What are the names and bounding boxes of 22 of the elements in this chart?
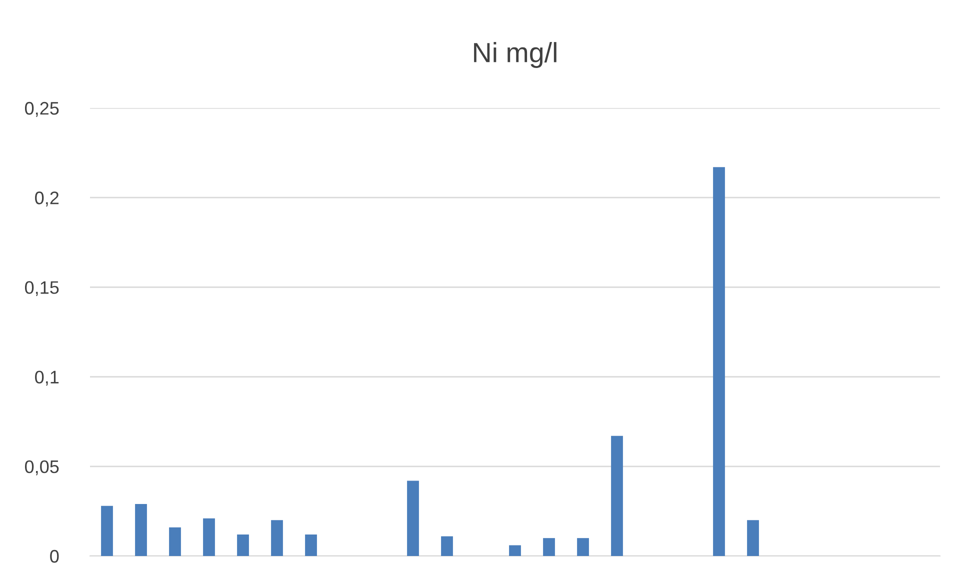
bar <box>747 520 759 556</box>
y-tick-label: 0,05 <box>25 460 59 476</box>
y-tick-label: 0,1 <box>35 370 59 386</box>
bar <box>509 545 521 556</box>
bar <box>169 527 181 556</box>
bar <box>203 518 215 556</box>
y-tick-label: 0,2 <box>35 192 59 206</box>
bar <box>611 436 623 556</box>
bar <box>441 536 453 556</box>
y-tick-label: 0,25 <box>25 102 59 117</box>
bar <box>135 504 147 556</box>
y-tick-label: 0,15 <box>25 281 59 296</box>
bar <box>237 534 249 556</box>
bar <box>271 520 283 556</box>
chart-title: Ni mg/l <box>474 42 556 68</box>
bar <box>713 167 725 556</box>
bar <box>543 538 555 556</box>
bar <box>101 506 113 556</box>
y-tick-label: 0 <box>50 550 59 563</box>
bar <box>305 534 317 556</box>
bar <box>577 538 589 556</box>
bar <box>407 480 419 556</box>
